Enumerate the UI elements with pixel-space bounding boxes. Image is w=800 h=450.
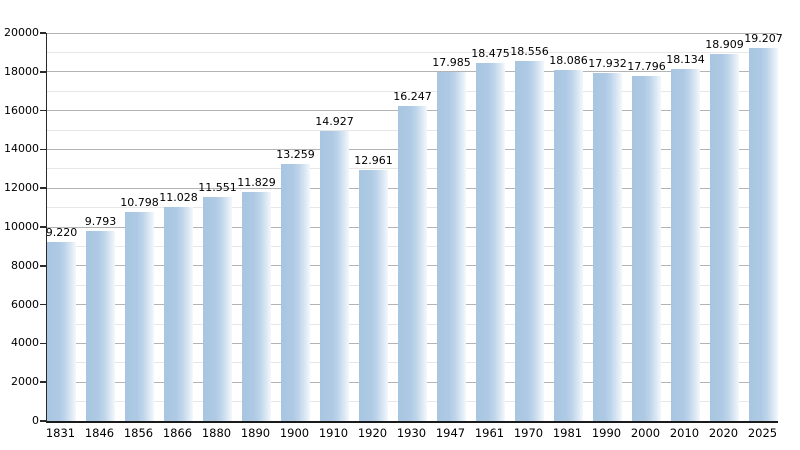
y-axis-tick <box>39 32 46 34</box>
x-tick-label: 2010 <box>669 426 700 440</box>
bar-value-label: 17.985 <box>432 56 471 70</box>
bar-value-label: 12.961 <box>354 153 393 167</box>
bar-1981 <box>554 70 583 421</box>
bar-1880 <box>203 196 232 421</box>
x-tick-label: 2025 <box>747 426 778 440</box>
x-tick-label: 1866 <box>162 426 193 440</box>
x-tick-label: 1880 <box>201 426 232 440</box>
y-tick-label: 16000 <box>4 103 39 117</box>
y-tick-label: 10000 <box>4 220 39 233</box>
x-tick-label: 1970 <box>513 426 544 440</box>
bar-1846 <box>86 231 115 421</box>
y-axis-tick <box>39 265 46 267</box>
bar-value-label: 18.909 <box>705 38 744 52</box>
bar-1866 <box>164 207 193 421</box>
bar-1990 <box>593 73 622 421</box>
bar-1890 <box>242 191 271 421</box>
bar-value-label: 13.259 <box>276 147 315 161</box>
y-axis-tick <box>39 226 46 228</box>
x-tick-label: 1910 <box>318 426 349 440</box>
bar-value-label: 18.134 <box>666 53 705 67</box>
y-axis-tick <box>39 71 46 73</box>
y-axis-tick <box>39 148 46 151</box>
bar-2010 <box>671 69 700 421</box>
bar-1831 <box>47 242 76 421</box>
bar-1910 <box>320 131 349 421</box>
bar-value-label: 11.551 <box>198 180 237 194</box>
bar-value-label: 11.829 <box>237 175 276 189</box>
x-tick-label: 1890 <box>240 426 271 440</box>
bar-value-label: 14.927 <box>315 115 354 129</box>
x-tick-label: 1900 <box>279 426 310 440</box>
y-axis-tick <box>39 109 46 112</box>
gridline-minor <box>47 51 778 53</box>
bar-value-label: 10.798 <box>120 195 159 209</box>
bar-value-label: 9.220 <box>45 226 78 240</box>
y-tick-label: 0 <box>32 414 39 427</box>
y-tick-label: 4000 <box>11 336 39 350</box>
x-tick-label: 1930 <box>396 426 427 440</box>
y-axis-tick <box>39 342 46 345</box>
gridline-major <box>47 32 778 34</box>
x-tick-label: 1856 <box>123 426 154 440</box>
bar-1970 <box>515 61 544 421</box>
bar-1947 <box>437 72 466 421</box>
bar-value-label: 16.247 <box>393 89 432 103</box>
x-tick-label: 2020 <box>708 426 739 440</box>
y-axis-tick <box>39 420 46 422</box>
y-axis-tick <box>39 381 46 383</box>
bar-value-label: 19.207 <box>744 32 783 46</box>
y-tick-label: 8000 <box>11 258 39 272</box>
y-tick-label: 12000 <box>4 181 39 195</box>
x-tick-label: 1947 <box>435 426 466 440</box>
bar-2000 <box>632 75 661 421</box>
bar-1920 <box>359 169 388 421</box>
gridline-minor <box>47 90 778 92</box>
x-tick-label: 1981 <box>552 426 583 440</box>
bar-1961 <box>476 62 505 421</box>
bar-value-label: 11.028 <box>159 191 198 205</box>
bar-value-label: 17.932 <box>588 57 627 71</box>
x-tick-label: 1990 <box>591 426 622 440</box>
plot-area: 9.220 9.793 10.798 11.028 11.551 11.829 13.259… <box>39 32 783 423</box>
y-tick-label: 18000 <box>4 64 39 78</box>
x-tick-label: 1920 <box>357 426 388 440</box>
y-axis-tick <box>39 303 46 306</box>
bar-2025 <box>749 48 778 421</box>
y-tick-label: 2000 <box>11 375 39 389</box>
bar-1930 <box>398 105 427 421</box>
bar-1856 <box>125 211 154 421</box>
x-tick-label: 1846 <box>84 426 115 440</box>
y-axis-tick <box>39 187 46 189</box>
bar-value-label: 18.556 <box>510 45 549 59</box>
x-tick-label: 1961 <box>474 426 505 440</box>
bar-value-label: 9.793 <box>84 215 117 229</box>
x-tick-label: 1831 <box>45 426 76 440</box>
bar-value-label: 18.475 <box>471 46 510 60</box>
bar-1900 <box>281 163 310 421</box>
y-tick-label: 20000 <box>4 26 39 39</box>
bar-value-label: 17.796 <box>627 59 666 73</box>
x-tick-label: 2000 <box>630 426 661 440</box>
gridline-major <box>47 71 778 73</box>
bar-value-label: 18.086 <box>549 54 588 68</box>
y-tick-label: 14000 <box>4 142 39 156</box>
bar-2020 <box>710 54 739 421</box>
y-tick-label: 6000 <box>11 297 39 311</box>
